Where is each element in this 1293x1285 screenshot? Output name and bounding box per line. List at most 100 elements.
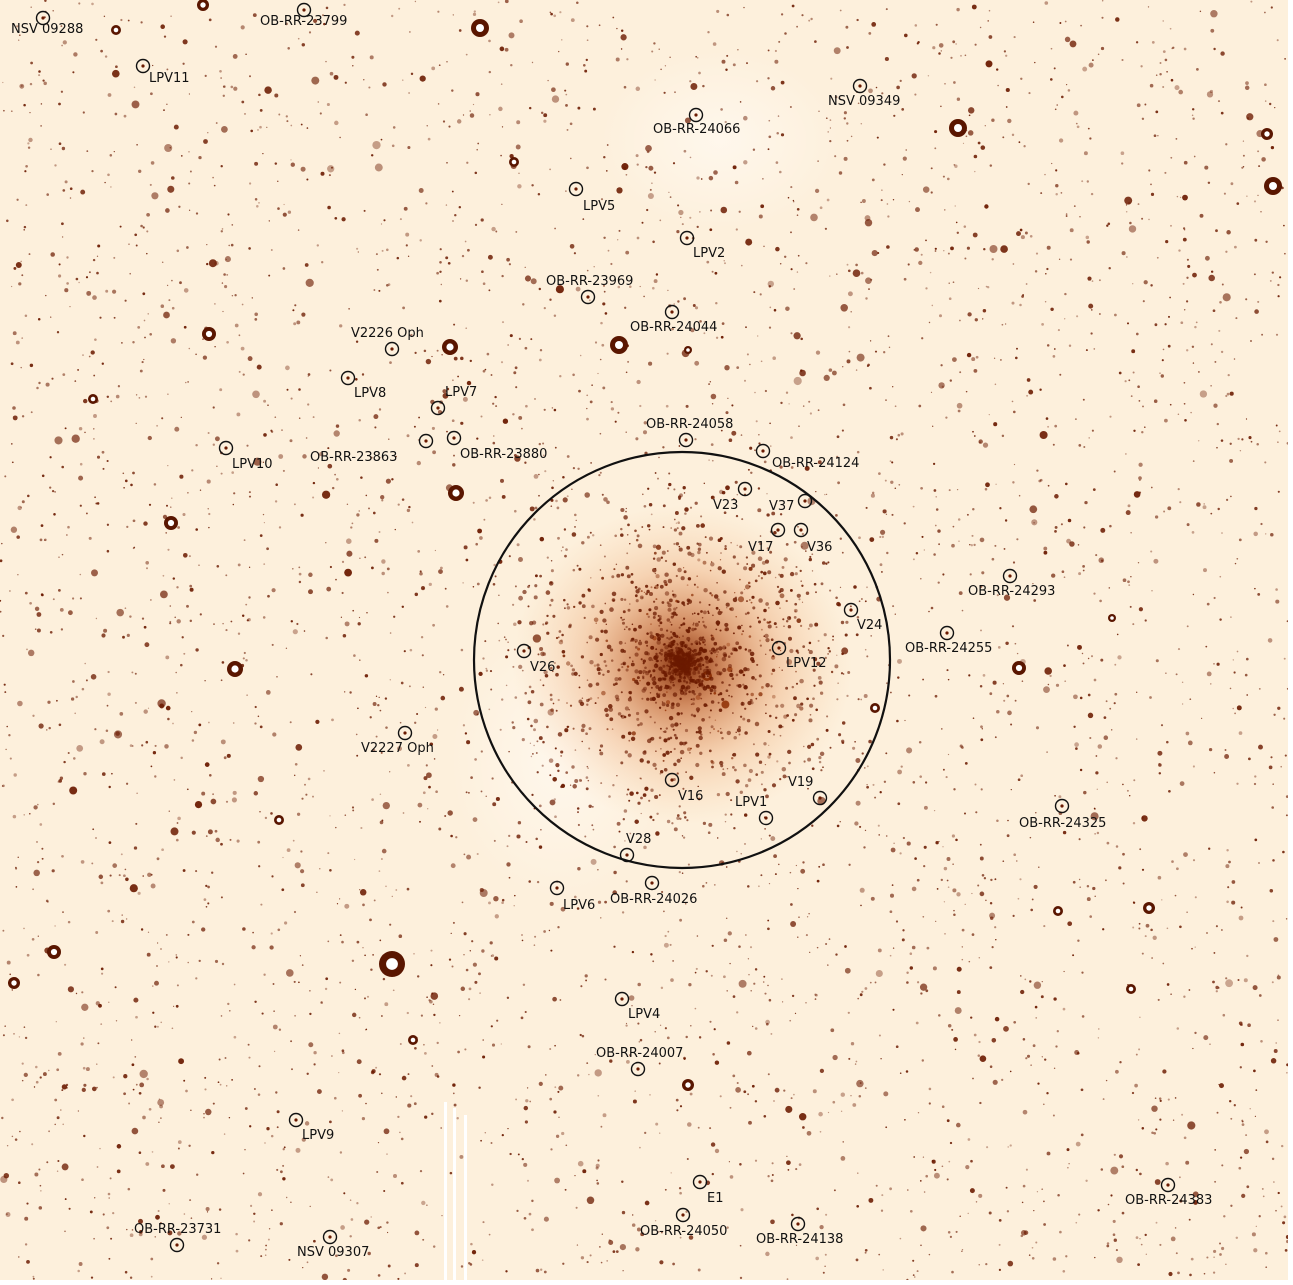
star-label: OB-RR-24325 xyxy=(1019,816,1106,831)
star-marker-circle xyxy=(619,847,635,863)
star-marker-circle xyxy=(630,1061,646,1077)
star-label: NSV 09349 xyxy=(828,94,900,109)
star-label: OB-RR-23969 xyxy=(546,274,633,289)
image-bottom-edge xyxy=(0,1280,1293,1285)
star-marker-circle xyxy=(35,10,51,26)
variable-star-nsv-09349: NSV 09349 xyxy=(828,78,900,109)
star-marker-circle xyxy=(688,107,704,123)
star-label: OB-RR-24050 xyxy=(640,1224,727,1239)
variable-star-lpv7: LPV7 xyxy=(430,385,477,416)
star-marker-circle xyxy=(340,370,356,386)
star-marker-circle xyxy=(218,440,234,456)
variable-star-ob-rr-24293: OB-RR-24293 xyxy=(968,568,1055,599)
star-label: NSV 09288 xyxy=(11,22,83,37)
pale-nebula-patch xyxy=(600,50,840,230)
star-marker-circle xyxy=(771,640,787,656)
variable-star-v19: V19 xyxy=(788,775,828,806)
star-label: OB-RR-24007 xyxy=(596,1046,683,1061)
variable-star-ob-rr-24383: OB-RR-24383 xyxy=(1125,1177,1212,1208)
star-marker-circle xyxy=(790,1216,806,1232)
star-label: OB-RR-24138 xyxy=(756,1232,843,1247)
star-label: V19 xyxy=(788,775,813,790)
cluster-core-stars xyxy=(503,482,859,837)
variable-star-ob-rr-24050: OB-RR-24050 xyxy=(640,1207,727,1239)
star-marker-circle xyxy=(737,481,753,497)
star-marker-circle xyxy=(430,400,446,416)
variable-star-ob-rr-23731: OB-RR-23731 xyxy=(134,1222,221,1253)
variable-star-ob-rr-23863: OB-RR-23863 xyxy=(310,433,434,465)
star-marker-circle xyxy=(678,432,694,448)
star-label: LPV7 xyxy=(445,385,477,400)
variable-star-nsv-09307: NSV 09307 xyxy=(297,1229,369,1260)
variable-star-v24: V24 xyxy=(843,602,882,633)
variable-star-v17: V17 xyxy=(748,522,786,555)
star-marker-circle xyxy=(797,493,813,509)
variable-star-nsv-09288: NSV 09288 xyxy=(11,10,83,37)
star-label: V28 xyxy=(626,832,651,847)
star-marker-circle xyxy=(664,772,680,788)
star-label: V36 xyxy=(807,540,832,555)
variable-star-ob-rr-24255: OB-RR-24255 xyxy=(905,625,992,656)
star-label: LPV12 xyxy=(786,656,827,671)
variable-star-ob-rr-24007: OB-RR-24007 xyxy=(596,1046,683,1077)
star-marker-circle xyxy=(852,78,868,94)
star-label: OB-RR-24383 xyxy=(1125,1193,1212,1208)
star-label: LPV2 xyxy=(693,246,725,261)
variable-star-ob-rr-24026: OB-RR-24026 xyxy=(610,875,697,907)
variable-star-ob-rr-23880: OB-RR-23880 xyxy=(446,430,547,462)
star-marker-circle xyxy=(516,643,532,659)
star-label: OB-RR-24255 xyxy=(905,641,992,656)
star-marker-circle xyxy=(446,430,462,446)
star-marker-circle xyxy=(664,304,680,320)
variable-star-lpv1: LPV1 xyxy=(735,795,774,826)
star-label: OB-RR-23731 xyxy=(134,1222,221,1237)
variable-star-lpv5: LPV5 xyxy=(568,181,615,214)
star-marker-circle xyxy=(135,58,151,74)
star-marker-circle xyxy=(288,1112,304,1128)
star-marker-circle xyxy=(812,790,828,806)
star-label: NSV 09307 xyxy=(297,1245,369,1260)
star-marker-circle xyxy=(1054,798,1070,814)
variable-star-lpv8: LPV8 xyxy=(340,370,386,401)
variable-star-lpv4: LPV4 xyxy=(614,991,660,1022)
variable-star-ob-rr-24124: OB-RR-24124 xyxy=(755,443,859,471)
variable-star-v2226-oph: V2226 Oph xyxy=(351,326,424,357)
star-marker-circle xyxy=(793,522,809,538)
star-label: OB-RR-24066 xyxy=(653,122,740,137)
variable-star-ob-rr-23969: OB-RR-23969 xyxy=(546,274,633,305)
image-right-edge xyxy=(1288,0,1293,1285)
star-label: LPV11 xyxy=(149,71,190,86)
star-marker-circle xyxy=(679,230,695,246)
star-marker-circle xyxy=(397,725,413,741)
star-marker-circle xyxy=(1002,568,1018,584)
star-marker-circle xyxy=(169,1237,185,1253)
star-label: LPV6 xyxy=(563,898,595,913)
variable-star-v23: V23 xyxy=(713,481,753,513)
star-label: V17 xyxy=(748,540,773,555)
star-label: OB-RR-23863 xyxy=(310,450,397,465)
variable-star-lpv9: LPV9 xyxy=(288,1112,334,1143)
star-label: LPV1 xyxy=(735,795,767,810)
variable-star-ob-rr-23799: OB-RR-23799 xyxy=(260,2,347,29)
variable-star-ob-rr-24044: OB-RR-24044 xyxy=(630,304,717,335)
star-marker-circle xyxy=(675,1207,691,1223)
star-marker-circle xyxy=(939,625,955,641)
star-label: OB-RR-24058 xyxy=(646,417,733,432)
variable-star-v16: V16 xyxy=(664,772,703,804)
star-marker-circle xyxy=(755,443,771,459)
star-marker-circle xyxy=(758,810,774,826)
star-marker-circle xyxy=(770,522,786,538)
star-marker-circle xyxy=(1160,1177,1176,1193)
star-label: V23 xyxy=(713,498,738,513)
star-marker-circle xyxy=(296,2,312,18)
star-label: OB-RR-24124 xyxy=(772,456,859,471)
star-label: OB-RR-24293 xyxy=(968,584,1055,599)
variable-star-ob-rr-24066: OB-RR-24066 xyxy=(653,107,740,137)
star-marker-circle xyxy=(692,1174,708,1190)
star-label: V37 xyxy=(769,499,794,514)
star-marker-circle xyxy=(418,433,434,449)
star-label: LPV9 xyxy=(302,1128,334,1143)
variable-star-v26: V26 xyxy=(516,643,555,675)
